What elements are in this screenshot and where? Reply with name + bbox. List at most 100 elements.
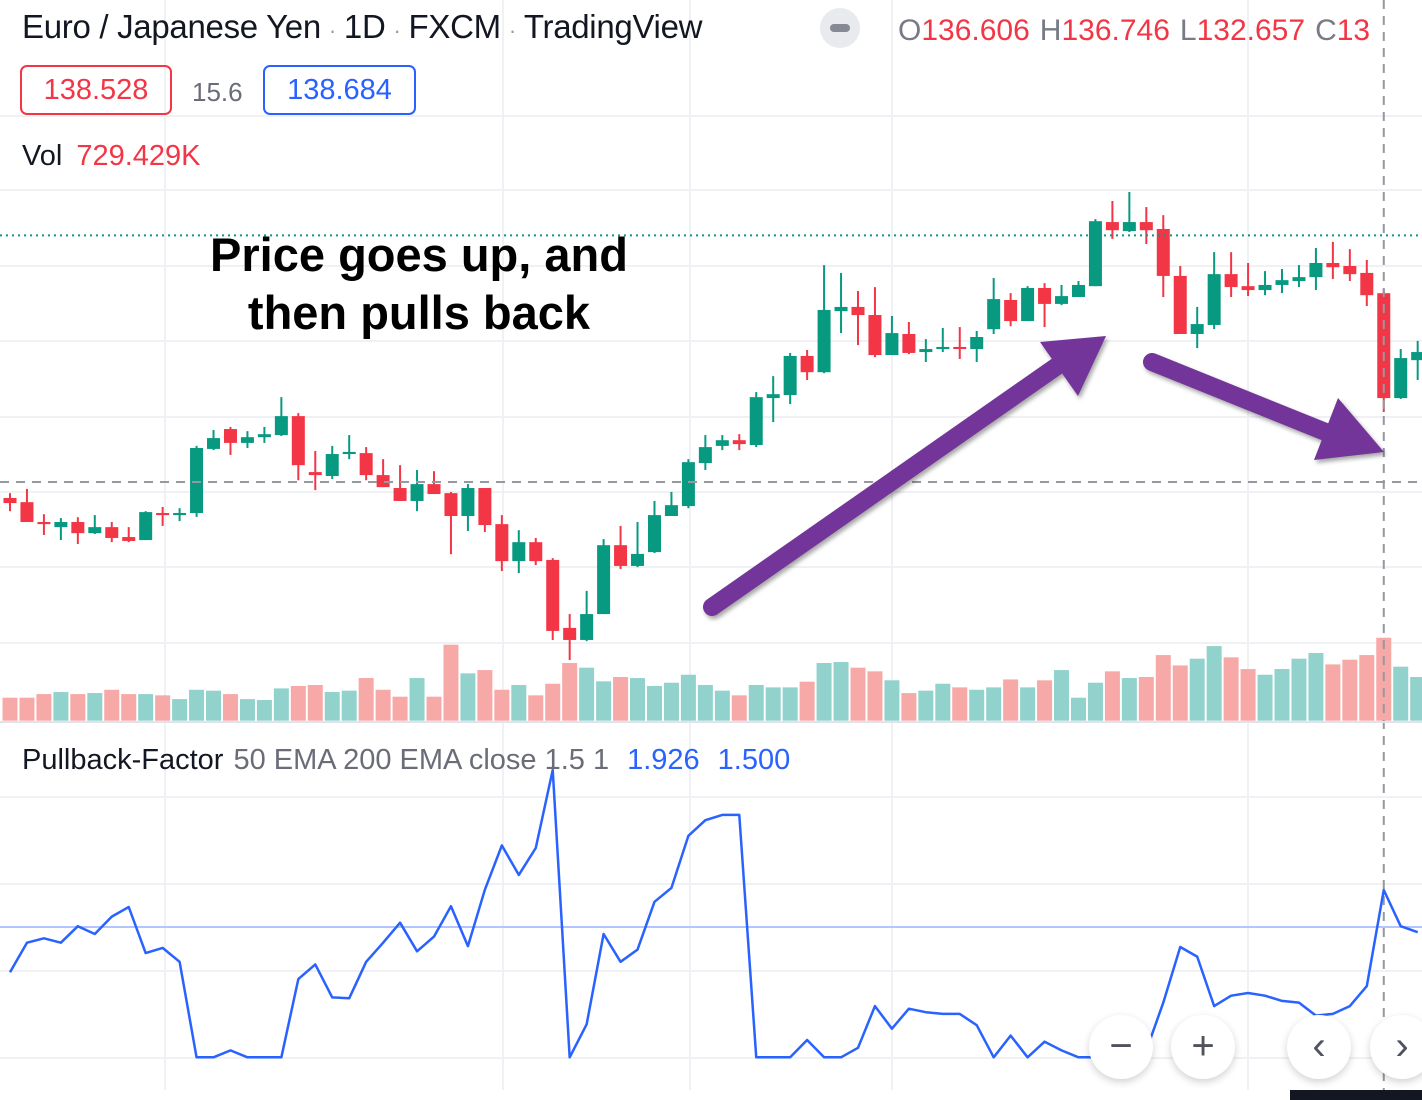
volume-bar (935, 683, 951, 721)
volume-bar (562, 663, 578, 721)
indicator-threshold: 1.500 (717, 744, 791, 776)
volume-bar (1223, 657, 1239, 721)
zoom-out-button[interactable]: − (1089, 1015, 1153, 1079)
candle (817, 265, 831, 374)
volume-value: 729.429K (76, 140, 201, 172)
volume-bar (1003, 679, 1019, 721)
candle-body (647, 515, 661, 553)
indicator-value: 1.926 (627, 744, 700, 776)
buy-button[interactable]: 138.684 (263, 65, 416, 115)
candle (444, 491, 458, 555)
candle (919, 339, 933, 362)
candle-body (681, 462, 695, 507)
candle-body (885, 333, 899, 356)
candle (1122, 191, 1136, 233)
candle-body (970, 337, 984, 350)
scroll-right-button[interactable]: › (1370, 1015, 1422, 1079)
volume-bar (884, 680, 900, 721)
candle-body (274, 416, 288, 436)
candle-body (1326, 262, 1340, 268)
candle-body (1156, 229, 1170, 276)
candle (766, 376, 780, 423)
arrow-up-icon (703, 336, 1106, 616)
candle (1326, 241, 1340, 279)
candle (393, 465, 407, 501)
candle (1275, 269, 1289, 294)
volume-bar (477, 670, 493, 721)
candle-body (461, 488, 475, 517)
candle (325, 445, 339, 480)
volume-bar (1257, 674, 1273, 721)
volume-bar (969, 689, 985, 721)
collapse-legend-button[interactable] (820, 8, 860, 48)
candle-body (427, 484, 441, 495)
candle-body (902, 333, 916, 353)
indicator-legend[interactable]: Pullback-Factor 50 EMA 200 EMA close 1.5 … (22, 744, 790, 777)
candle-body (766, 394, 780, 399)
candle-body (783, 355, 797, 396)
volume-bar (748, 684, 764, 721)
volume-bar (1410, 677, 1422, 721)
candle (173, 508, 187, 522)
volume-bar (1087, 682, 1103, 721)
candle-body (597, 545, 611, 615)
candle-body (1224, 274, 1238, 288)
candle-body (173, 512, 187, 516)
sell-button[interactable]: 138.528 (20, 65, 172, 115)
source: TradingView (523, 8, 703, 45)
volume-bar (918, 690, 934, 721)
candle (851, 290, 865, 346)
volume-bar (341, 690, 357, 721)
candle (478, 488, 492, 532)
candle-body (1122, 222, 1136, 232)
candle (681, 459, 695, 509)
candle-body (563, 627, 577, 640)
volume-bar (1325, 664, 1341, 721)
annotation-text: Price goes up, and then pulls back (210, 228, 628, 339)
candle-body (1343, 266, 1357, 275)
candle-body (1309, 262, 1323, 278)
candle-body (1292, 277, 1306, 282)
candle-body (1360, 272, 1374, 296)
candle-body (1275, 280, 1289, 285)
candle (71, 517, 85, 544)
candle-body (1004, 300, 1018, 322)
candle (580, 590, 594, 642)
zoom-in-button[interactable]: + (1171, 1015, 1235, 1079)
candle-body (139, 512, 153, 541)
volume-legend[interactable]: Vol 729.429K (22, 140, 201, 173)
candle-body (1105, 222, 1119, 231)
candle (376, 459, 390, 488)
volume-bar (1070, 697, 1086, 721)
candle-body (529, 542, 543, 562)
candle-body (1173, 275, 1187, 334)
candle (614, 525, 628, 569)
candle (885, 315, 899, 356)
symbol-title[interactable]: Euro / Japanese Yen · 1D · FXCM · TradingView (22, 8, 703, 45)
spread-value: 15.6 (192, 77, 243, 107)
candle-body (156, 512, 170, 516)
volume-bar (1155, 655, 1171, 721)
candle (698, 435, 712, 470)
candle-body (1055, 296, 1069, 304)
candle (970, 330, 984, 362)
candle (529, 537, 543, 566)
volume-bar (1359, 655, 1375, 721)
scroll-left-button[interactable]: ‹ (1287, 1015, 1351, 1079)
candle-body (919, 349, 933, 353)
volume-bar (155, 695, 171, 721)
candle-body (546, 559, 560, 631)
volume-bar (121, 694, 137, 721)
candle-body (614, 545, 628, 566)
candle-body (749, 397, 763, 446)
candle (902, 321, 916, 355)
candle (1190, 306, 1204, 349)
candle (37, 514, 51, 535)
candle-body (223, 429, 237, 443)
candle-body (240, 437, 254, 443)
volume-bar (528, 695, 544, 721)
candle (1224, 252, 1238, 297)
indicator-params: 50 EMA 200 EMA close 1.5 1 (233, 744, 610, 776)
volume-bar (1104, 671, 1120, 721)
